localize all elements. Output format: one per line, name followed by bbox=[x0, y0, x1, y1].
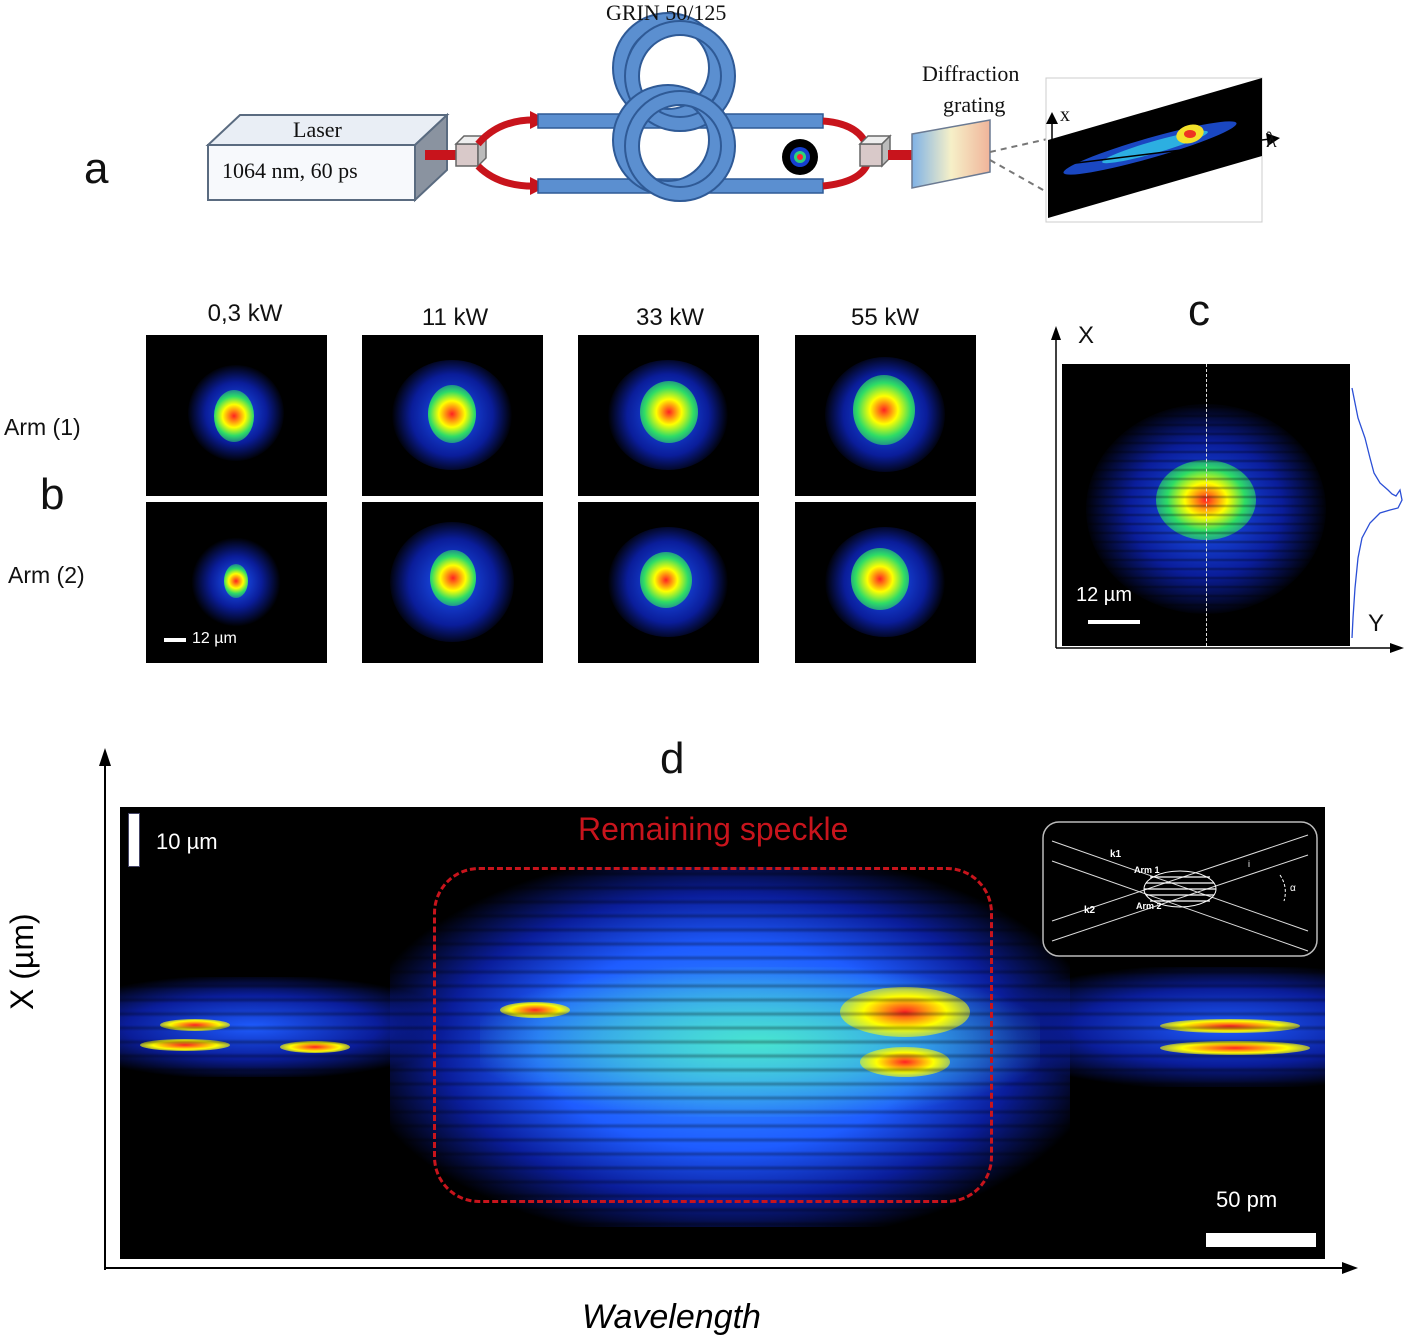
profile-curve bbox=[1351, 387, 1403, 639]
setup-diagram bbox=[205, 12, 1280, 223]
scale-label-b: 12 µm bbox=[192, 630, 237, 647]
beam-image-arm2-11kw bbox=[362, 502, 543, 663]
beam-image-arm1-33kw bbox=[578, 335, 759, 496]
arm1-label: Arm (1) bbox=[4, 414, 81, 440]
scale-label-lambda: 50 pm bbox=[1216, 1187, 1278, 1212]
inset-i: i bbox=[1248, 859, 1250, 869]
panel-a-letter: a bbox=[84, 144, 109, 193]
laser-box bbox=[205, 112, 450, 203]
scale-bar-lambda bbox=[1206, 1233, 1316, 1247]
laser-spec: 1064 nm, 60 ps bbox=[222, 158, 358, 183]
camera-axis-lambda: λ bbox=[1266, 127, 1277, 152]
beam-image-arm2-33kw bbox=[578, 502, 759, 663]
scale-label-x: 10 µm bbox=[156, 829, 218, 854]
scale-bar-c bbox=[1088, 620, 1140, 624]
power-label-2: 11 kW bbox=[421, 304, 489, 331]
scale-bar-x bbox=[128, 813, 140, 867]
fiber-label: GRIN 50/125 bbox=[606, 0, 727, 25]
panel-c-letter: c bbox=[1188, 286, 1210, 335]
beam-image-arm2-0.3kw: 12 µm bbox=[146, 502, 327, 663]
panel-c-axis-x: X bbox=[1078, 322, 1095, 349]
power-label-1: 0,3 kW bbox=[207, 300, 283, 327]
speckle-annotation: Remaining speckle bbox=[578, 811, 849, 847]
scale-label-c: 12 µm bbox=[1076, 584, 1132, 606]
arm2-label: Arm (2) bbox=[8, 562, 85, 588]
inset-alpha: α bbox=[1290, 883, 1296, 894]
beam-image-arm1-0.3kw bbox=[146, 335, 327, 496]
power-label-3: 33 kW bbox=[635, 304, 704, 331]
beam-splitter-2 bbox=[858, 134, 892, 168]
inset-k2: k2 bbox=[1084, 905, 1096, 916]
panel-b-letter: b bbox=[40, 470, 65, 519]
speckle-region-box bbox=[433, 867, 993, 1203]
interference-image: 12 µm bbox=[1062, 364, 1350, 646]
fiber-cross-section bbox=[782, 139, 818, 175]
grating-label-2: grating bbox=[943, 92, 1006, 117]
interference-geometry-inset: k1 k2 Arm 1 Arm 2 α i bbox=[1042, 821, 1318, 957]
inset-arm1: Arm 1 bbox=[1134, 865, 1160, 875]
panel-d-xlabel: Wavelength bbox=[582, 1298, 761, 1336]
panel-c-axis-y: Y bbox=[1368, 610, 1385, 637]
panel-d-letter: d bbox=[660, 734, 685, 783]
inset-arm2: Arm 2 bbox=[1136, 901, 1162, 911]
diffraction-grating bbox=[911, 119, 991, 189]
panel-d-axes bbox=[99, 748, 1358, 1274]
camera-axis-x: x bbox=[1060, 104, 1070, 126]
inset-k1: k1 bbox=[1110, 849, 1122, 860]
panel-c-axes bbox=[1051, 326, 1404, 653]
profile-cut-line bbox=[1206, 364, 1207, 646]
scale-bar-b bbox=[164, 638, 186, 642]
beam-image-arm1-55kw bbox=[795, 335, 976, 496]
beam-image-arm1-11kw bbox=[362, 335, 543, 496]
grin-fiber bbox=[537, 12, 824, 202]
grating-label-1: Diffraction bbox=[922, 61, 1020, 86]
spectral-image: Remaining speckle 10 µm 50 pm k1 k2 Arm … bbox=[120, 807, 1325, 1259]
beam-image-arm2-55kw bbox=[795, 502, 976, 663]
panel-d-ylabel: X (µm) bbox=[4, 913, 40, 1010]
power-label-4: 55 kW bbox=[850, 304, 919, 331]
laser-title: Laser bbox=[293, 117, 342, 142]
